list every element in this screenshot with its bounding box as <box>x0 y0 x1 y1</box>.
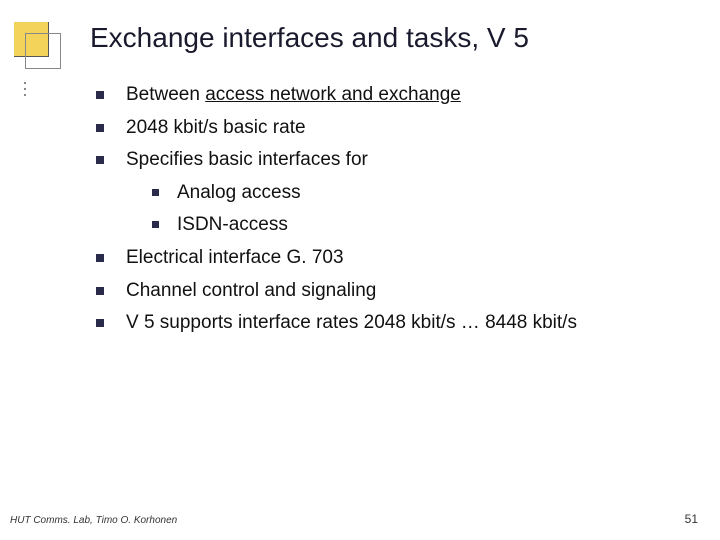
square-bullet-icon <box>96 254 104 262</box>
corner-decoration <box>14 22 52 60</box>
bullet-text: Specifies basic interfaces for <box>126 147 368 174</box>
list-item-sub: ISDN-access <box>152 212 696 239</box>
list-item: Channel control and signaling <box>96 278 696 305</box>
dot-icon <box>24 82 26 84</box>
bullet-text: Channel control and signaling <box>126 278 376 305</box>
bullet-text: V 5 supports interface rates 2048 kbit/s… <box>126 310 577 337</box>
list-item: Specifies basic interfaces for <box>96 147 696 174</box>
square-bullet-icon <box>96 124 104 132</box>
text-underlined: access network and exchange <box>205 84 461 105</box>
corner-gray-outline <box>25 33 61 69</box>
square-bullet-icon <box>152 221 159 228</box>
footer-text: HUT Comms. Lab, Timo O. Korhonen <box>10 515 177 526</box>
list-item-sub: Analog access <box>152 180 696 207</box>
dot-icon <box>24 94 26 96</box>
square-bullet-icon <box>152 189 159 196</box>
page-number: 51 <box>685 512 698 526</box>
square-bullet-icon <box>96 91 104 99</box>
square-bullet-icon <box>96 287 104 295</box>
slide-title: Exchange interfaces and tasks, V 5 <box>90 22 529 54</box>
left-dot-strip <box>24 82 26 96</box>
content-area: Between access network and exchange 2048… <box>96 82 696 343</box>
bullet-text: Between access network and exchange <box>126 82 461 109</box>
square-bullet-icon <box>96 156 104 164</box>
square-bullet-icon <box>96 319 104 327</box>
list-item: Electrical interface G. 703 <box>96 245 696 272</box>
bullet-text: 2048 kbit/s basic rate <box>126 115 306 142</box>
list-item: Between access network and exchange <box>96 82 696 109</box>
bullet-text: Analog access <box>177 180 301 207</box>
bullet-text: Electrical interface G. 703 <box>126 245 344 272</box>
slide: Exchange interfaces and tasks, V 5 Betwe… <box>0 0 720 540</box>
text-plain: Between <box>126 84 205 105</box>
bullet-text: ISDN-access <box>177 212 288 239</box>
list-item: V 5 supports interface rates 2048 kbit/s… <box>96 310 696 337</box>
dot-icon <box>24 88 26 90</box>
list-item: 2048 kbit/s basic rate <box>96 115 696 142</box>
